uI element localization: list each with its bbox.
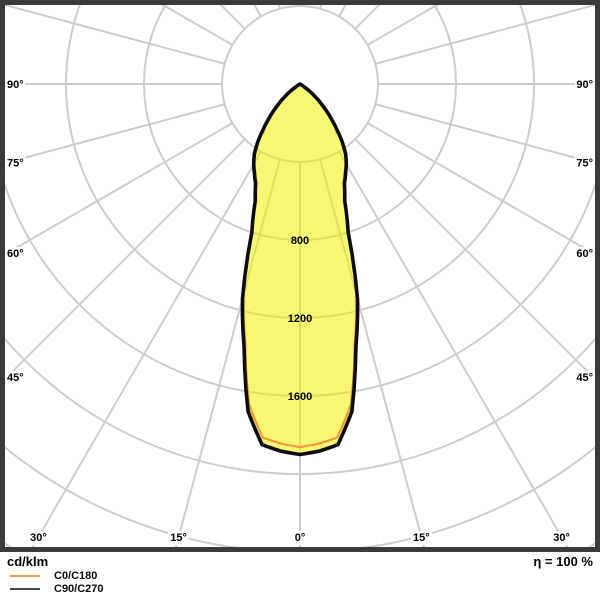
svg-text:90°: 90° <box>7 79 24 91</box>
polar-chart-svg: 800 1200 1600 90° 90° 75° 75° 60° 60° 45° 45° 30° 15… <box>0 0 600 552</box>
svg-text:45°: 45° <box>576 372 593 384</box>
svg-text:15°: 15° <box>413 532 430 544</box>
svg-text:15°: 15° <box>170 532 187 544</box>
svg-text:60°: 60° <box>7 248 24 260</box>
svg-text:90°: 90° <box>576 79 593 91</box>
chart-footer: cd/klm η = 100 % C0/C180 C90/C270 <box>0 552 600 600</box>
units-label: cd/klm <box>7 554 49 569</box>
svg-text:800: 800 <box>291 235 309 247</box>
legend-label-c0-c180: C0/C180 <box>54 569 98 582</box>
svg-text:75°: 75° <box>576 158 593 170</box>
polar-chart-area: 800 1200 1600 90° 90° 75° 75° 60° 60° 45° 45° 30° 15… <box>0 0 600 552</box>
legend-line-c90-c270-icon <box>10 588 40 590</box>
svg-text:45°: 45° <box>7 372 24 384</box>
efficiency-label: η = 100 % <box>533 554 593 569</box>
legend-label-c90-c270: C90/C270 <box>54 582 104 595</box>
legend-item-c0-c180: C0/C180 <box>10 570 97 582</box>
svg-text:30°: 30° <box>553 532 570 544</box>
svg-text:30°: 30° <box>30 532 47 544</box>
svg-text:1200: 1200 <box>288 313 312 325</box>
legend-line-c0-c180-icon <box>10 575 40 577</box>
svg-text:60°: 60° <box>576 248 593 260</box>
svg-text:0°: 0° <box>295 532 306 544</box>
legend-item-c90-c270: C90/C270 <box>10 583 104 595</box>
svg-text:75°: 75° <box>7 158 24 170</box>
svg-text:1600: 1600 <box>288 391 312 403</box>
